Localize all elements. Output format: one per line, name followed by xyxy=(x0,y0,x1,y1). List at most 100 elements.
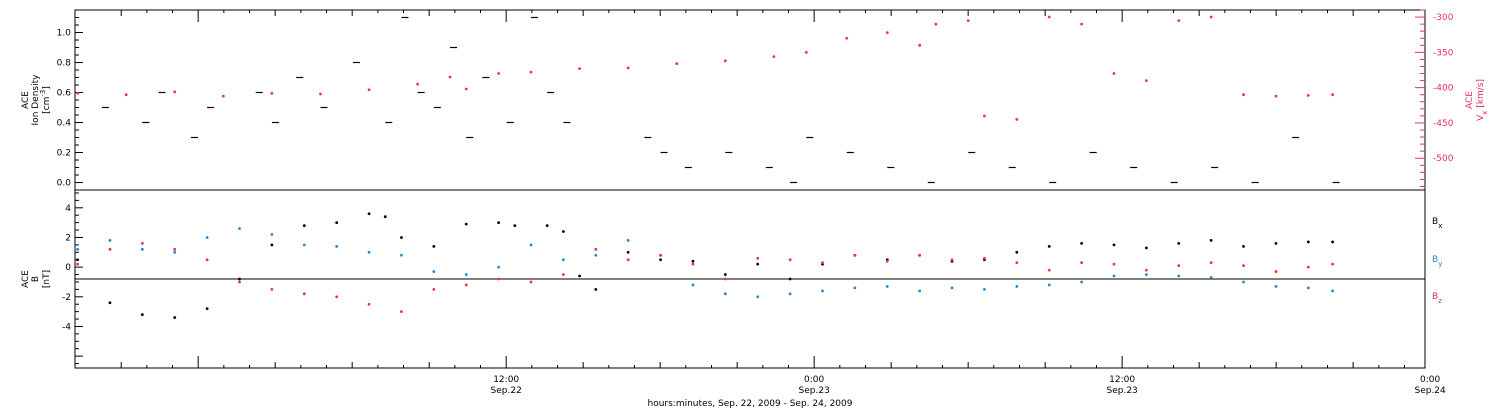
bz-point xyxy=(1242,264,1245,268)
bx-point xyxy=(1209,239,1213,242)
density-point xyxy=(101,106,109,109)
bz-point xyxy=(885,259,889,263)
time-tick-label: 12:00 xyxy=(1109,375,1135,385)
density-point xyxy=(1008,166,1016,169)
by-point xyxy=(853,286,857,290)
velocity-point xyxy=(464,87,468,91)
bz-point xyxy=(367,302,371,306)
velocity-tick-label: -450 xyxy=(1433,119,1454,129)
velocity-point xyxy=(1144,79,1148,82)
bx-point xyxy=(367,212,371,216)
velocity-tick-label: -500 xyxy=(1433,154,1454,164)
velocity-point xyxy=(1306,94,1310,97)
density-point xyxy=(887,166,895,169)
legend-bz-base: B xyxy=(1432,292,1438,302)
velocity-point xyxy=(772,55,776,58)
velocity-point xyxy=(675,62,679,66)
velocity-point xyxy=(1080,22,1083,26)
bz-point xyxy=(205,258,209,262)
velocity-point xyxy=(497,72,501,75)
density-point xyxy=(530,16,538,19)
by-point xyxy=(464,273,468,276)
velocity-point xyxy=(1242,93,1245,97)
velocity-tick-label: -350 xyxy=(1433,48,1454,58)
bz-point xyxy=(561,273,565,276)
bz-point xyxy=(1112,262,1116,266)
density-point xyxy=(806,136,814,139)
velocity-point xyxy=(845,36,849,40)
field-axis-label-top: ACE xyxy=(21,270,31,288)
velocity-point xyxy=(804,50,808,54)
bx-point xyxy=(1177,242,1181,245)
bx-point xyxy=(659,258,662,262)
density-point xyxy=(725,151,733,154)
bz-point xyxy=(497,277,501,281)
velocity-point xyxy=(529,70,533,74)
data-series xyxy=(76,15,1340,319)
field-tick-label: -4 xyxy=(62,322,71,332)
bx-point xyxy=(626,250,630,254)
density-tick-label: 1.0 xyxy=(57,29,72,39)
density-point xyxy=(190,136,198,139)
density-point xyxy=(1130,166,1138,169)
density-point xyxy=(1292,136,1300,139)
velocity-point xyxy=(918,43,922,47)
density-tick-label: 0.6 xyxy=(57,89,72,99)
velocity-point xyxy=(1112,72,1116,75)
field-axis-label-main: B xyxy=(31,276,41,282)
bx-point xyxy=(723,273,727,276)
density-point xyxy=(1251,181,1259,184)
bx-point xyxy=(205,307,209,311)
bz-point xyxy=(302,292,306,296)
bx-point xyxy=(578,274,581,278)
by-point xyxy=(918,289,922,293)
bx-point xyxy=(756,262,760,266)
velocity-point xyxy=(1015,118,1019,121)
bx-point xyxy=(1080,242,1083,245)
bx-point xyxy=(108,301,112,305)
bz-point xyxy=(950,258,954,262)
velocity-point xyxy=(885,31,889,34)
velocity-tick-label: -300 xyxy=(1433,13,1454,23)
field-tick-label: 2 xyxy=(65,233,71,243)
by-point xyxy=(756,295,760,299)
by-point xyxy=(1242,280,1245,284)
density-point xyxy=(142,121,150,124)
bz-point xyxy=(76,262,79,266)
velocity-point xyxy=(76,91,79,95)
density-point xyxy=(846,151,854,154)
bz-point xyxy=(238,280,241,284)
by-point xyxy=(983,287,986,291)
date-tick-label: Sep.23 xyxy=(1107,386,1138,396)
bx-point xyxy=(335,221,339,225)
bz-point xyxy=(659,253,662,257)
bx-point xyxy=(561,230,565,233)
bx-point xyxy=(788,277,792,281)
bx-point xyxy=(464,222,468,226)
velocity-axis-label: ACE Vx [km/s] xyxy=(1465,79,1489,121)
velocity-point xyxy=(1177,19,1181,22)
velocity-axis-label-main: Vx [km/s] xyxy=(1476,79,1489,121)
by-point xyxy=(1112,274,1116,278)
field-tick-label: 4 xyxy=(65,204,71,214)
bz-point xyxy=(626,258,630,262)
bx-point xyxy=(1112,243,1116,247)
bz-point xyxy=(1177,264,1181,268)
density-point xyxy=(385,121,393,124)
velocity-point xyxy=(448,75,452,79)
bx-point xyxy=(302,224,306,228)
density-tick-label: 0.0 xyxy=(57,179,72,189)
density-axis-label: ACE Ion Density [cm-3] xyxy=(21,74,52,126)
by-point xyxy=(76,247,79,251)
density-tick-label: 0.4 xyxy=(57,119,72,129)
bx-point xyxy=(691,259,695,263)
density-point xyxy=(644,136,652,139)
density-panel xyxy=(74,9,1426,191)
bx-point xyxy=(1331,240,1335,244)
by-point xyxy=(1015,285,1019,288)
date-tick-label: Sep.24 xyxy=(1414,386,1446,396)
velocity-point xyxy=(1209,15,1213,19)
by-point xyxy=(594,253,598,257)
density-point xyxy=(207,106,215,109)
bz-point xyxy=(270,287,274,291)
